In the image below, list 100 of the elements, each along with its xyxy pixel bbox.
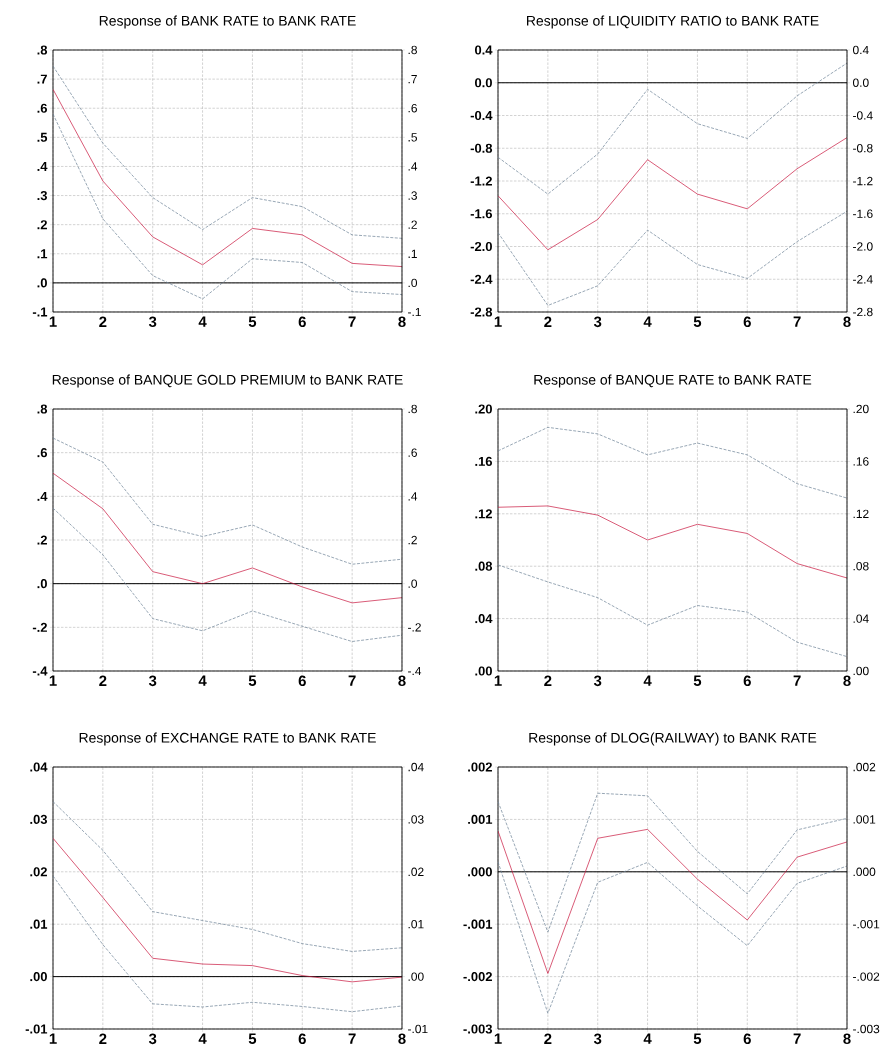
x-tick-label: 8 xyxy=(843,316,851,328)
x-tick-label: 5 xyxy=(693,1033,702,1044)
x-tick-label: 7 xyxy=(793,1033,801,1044)
y-tick-label: .0 xyxy=(37,278,47,288)
x-tick-label: 8 xyxy=(398,675,406,687)
y-tick-label: -.002 xyxy=(463,972,492,982)
y-tick-label: .00 xyxy=(30,972,47,982)
x-tick-label: 7 xyxy=(348,316,356,327)
line-series xyxy=(498,137,847,251)
x-tick-label: 8 xyxy=(398,316,406,328)
y-tick-label: .5 xyxy=(37,132,48,142)
y2-tick-label: .2 xyxy=(408,535,417,545)
line-series xyxy=(498,861,847,1014)
x-tick-label: 1 xyxy=(494,1033,502,1044)
y-tick-label: .2 xyxy=(37,535,47,545)
line-series xyxy=(498,427,847,499)
line-series xyxy=(498,564,847,657)
y-tick-label: .3 xyxy=(37,190,48,201)
y-tick-label: .20 xyxy=(853,404,869,414)
y-tick-label: .08 xyxy=(853,561,869,571)
line-series xyxy=(53,837,402,983)
chart-title: Response of BANQUE GOLD PREMIUM to BANK RATE xyxy=(52,374,403,388)
x-tick-label: 7 xyxy=(348,675,356,686)
y-tick-label: .6 xyxy=(37,448,48,458)
x-tick-label: 7 xyxy=(793,316,801,327)
x-tick-label: 1 xyxy=(49,1033,57,1044)
line-series xyxy=(53,65,402,239)
y-tick-label: -.001 xyxy=(463,919,493,929)
y-tick-label: .8 xyxy=(37,45,48,55)
x-tick-label: 6 xyxy=(298,675,306,687)
x-tick-label: 7 xyxy=(793,675,801,686)
x-tick-label: 2 xyxy=(99,1033,107,1044)
y2-tick-label: -.01 xyxy=(408,1024,428,1034)
line-series xyxy=(53,801,402,952)
y-tick-label: .0 xyxy=(37,579,47,589)
y-tick-label: .04 xyxy=(30,762,48,772)
chart-title: Response of DLOG(RAILWAY) to BANK RATE xyxy=(529,732,817,746)
y2-tick-label: .02 xyxy=(408,867,424,877)
line-series xyxy=(498,505,847,579)
x-tick-label: 3 xyxy=(593,675,602,687)
y-tick-label: .4 xyxy=(37,491,48,501)
y-tick-label: .1 xyxy=(37,249,48,259)
x-tick-label: 2 xyxy=(544,316,552,327)
y-tick-label: .04 xyxy=(853,614,869,623)
x-tick-label: 5 xyxy=(248,675,257,686)
line-series xyxy=(53,875,402,1013)
x-tick-label: 4 xyxy=(198,675,207,686)
x-tick-label: 5 xyxy=(248,316,257,327)
y-tick-label: .6 xyxy=(37,103,48,113)
y2-tick-label: .00 xyxy=(408,972,424,981)
x-tick-label: 3 xyxy=(593,1033,602,1045)
y2-tick-label: .4 xyxy=(408,492,418,501)
x-tick-label: 2 xyxy=(544,675,552,686)
y2-tick-label: .04 xyxy=(408,762,424,772)
x-tick-label: 1 xyxy=(49,316,57,327)
x-tick-label: 2 xyxy=(99,675,107,686)
line-series xyxy=(498,792,847,933)
y-tick-label: .00 xyxy=(853,666,869,676)
chart-title: Response of BANQUE RATE to BANK RATE xyxy=(534,374,812,388)
x-tick-label: 5 xyxy=(693,316,702,327)
line-series xyxy=(53,113,402,300)
y-tick-label: -2.0 xyxy=(470,241,492,252)
y2-tick-label: .01 xyxy=(408,919,424,929)
y-tick-label: 0.4 xyxy=(475,45,493,55)
chart-title: Response of EXCHANGE RATE to BANK RATE xyxy=(79,732,376,746)
x-tick-label: 2 xyxy=(544,1033,552,1044)
x-tick-label: 5 xyxy=(248,1033,257,1044)
x-tick-label: 4 xyxy=(198,316,207,327)
y2-tick-label: .8 xyxy=(408,404,417,414)
line-series xyxy=(53,437,402,565)
y-tick-label: -1.2 xyxy=(470,176,492,186)
x-tick-label: 4 xyxy=(198,1033,207,1044)
line-series xyxy=(53,507,402,642)
y-tick-label: -.2 xyxy=(32,622,47,632)
x-tick-label: 2 xyxy=(99,316,107,327)
y-tick-label: -.01 xyxy=(25,1024,48,1034)
y-tick-label: .002 xyxy=(468,762,492,772)
y-tick-label: .03 xyxy=(30,814,48,824)
x-tick-label: 6 xyxy=(743,675,751,687)
y-tick-label: .000 xyxy=(468,867,492,877)
line-series xyxy=(53,88,402,267)
y2-tick-label: .3 xyxy=(408,191,417,200)
x-tick-label: 4 xyxy=(643,316,652,327)
chart-title: Response of BANK RATE to BANK RATE xyxy=(99,15,356,29)
y2-tick-label: -.1 xyxy=(408,307,421,317)
y-tick-label: -0.8 xyxy=(470,143,493,153)
x-tick-label: 3 xyxy=(593,316,602,328)
y-tick-label: .001 xyxy=(468,814,493,824)
x-tick-label: 6 xyxy=(743,316,751,328)
x-tick-label: 3 xyxy=(148,316,157,328)
x-tick-label: 3 xyxy=(148,1033,157,1045)
y2-tick-label: -.4 xyxy=(408,666,422,676)
y2-tick-label: .5 xyxy=(408,133,417,142)
x-tick-label: 7 xyxy=(348,1033,356,1044)
y2-tick-label: .7 xyxy=(408,75,417,84)
chart-title: Response of LIQUIDITY RATIO to BANK RATE xyxy=(527,15,819,29)
y-tick-label: .7 xyxy=(37,74,47,84)
y2-tick-label: .6 xyxy=(408,448,417,457)
y2-tick-label: .0 xyxy=(408,278,418,288)
x-tick-label: 6 xyxy=(743,1033,751,1045)
